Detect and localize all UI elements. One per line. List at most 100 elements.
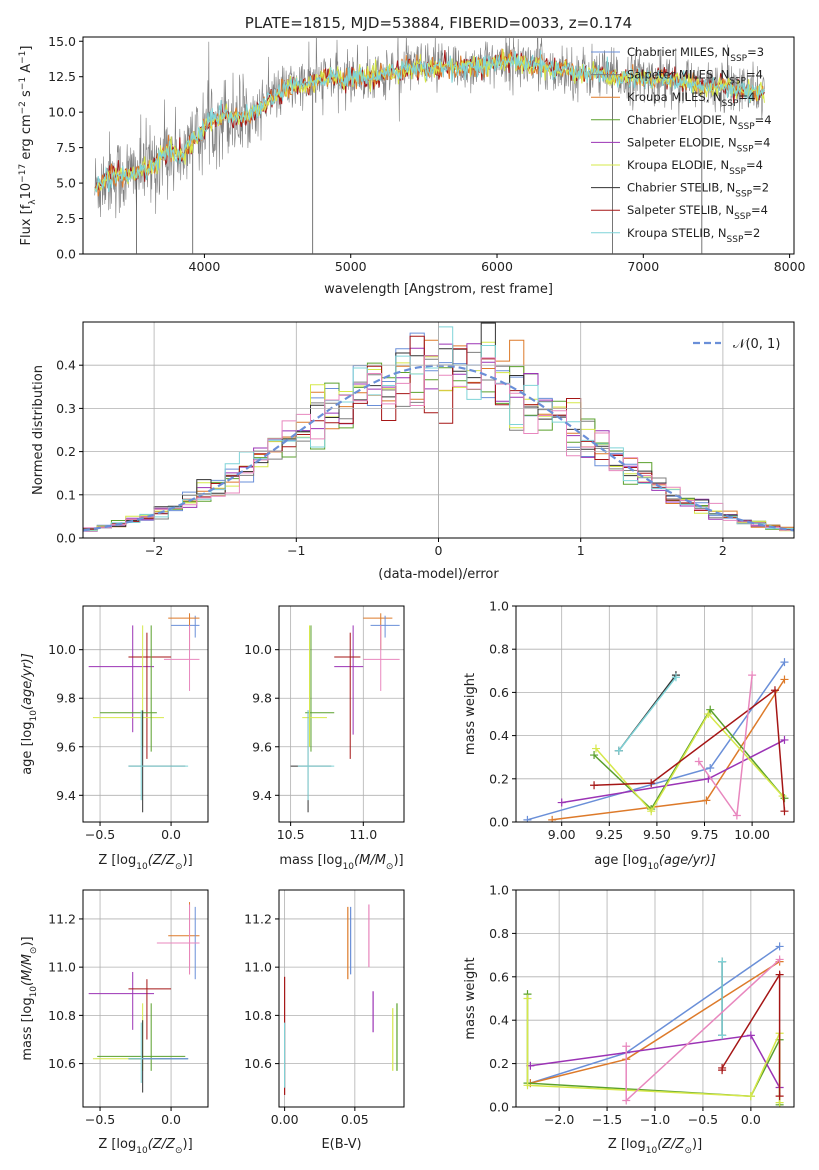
weight_vs_age-panel: 9.00 9.25 9.50 9.75 10.00 0.0 0.2 0.4 0.6 0.8 1.0 a… xyxy=(463,599,795,872)
y-tick-label: 1.0 xyxy=(489,883,509,898)
label-part: Salpeter MILES, N xyxy=(627,68,729,82)
residuals-ylabel: Normed distribution xyxy=(31,365,46,495)
label-part: )] xyxy=(692,1137,702,1152)
label-part: =4 xyxy=(751,203,768,217)
label-part: 10 xyxy=(647,862,659,872)
label-part: (age/yr)] xyxy=(659,853,716,868)
model-spectrum-line xyxy=(94,50,765,193)
weight-Z-marker xyxy=(746,1031,755,1040)
weight-age-line xyxy=(593,708,786,811)
legend-entry: Kroupa ELODIE, NSSP=4 xyxy=(627,158,763,177)
label-part: age [log xyxy=(20,722,35,775)
label-part: SSP xyxy=(738,122,755,132)
label-part: age [log xyxy=(594,853,647,868)
weight-Z-xlabel: Z [log10(Z/Z⊙)] xyxy=(608,1137,702,1156)
y-tick-label: 2.5 xyxy=(56,211,76,226)
label-part: erg cm xyxy=(19,114,34,163)
weight-Z-ylabel: mass weight xyxy=(463,957,478,1039)
weight-age-ylabel: mass weight xyxy=(463,673,478,755)
label-part: −1 xyxy=(18,51,28,64)
weight-age-marker xyxy=(748,671,757,680)
legend-entry: Chabrier MILES, NSSP=3 xyxy=(627,45,764,64)
y-tick-label: 0.4 xyxy=(56,358,76,373)
y-tick-label: 0.1 xyxy=(56,487,76,502)
age_vs_Z-plot-area xyxy=(88,613,200,813)
legend-entry: Kroupa MILES, NSSP=4 xyxy=(627,90,755,109)
label-part: Chabrier ELODIE, N xyxy=(627,113,738,127)
y-tick-label: 0.8 xyxy=(489,926,509,941)
x-tick-label: 9.75 xyxy=(691,827,719,842)
label-part: 10 xyxy=(29,986,39,998)
legend-entry: Salpeter MILES, NSSP=4 xyxy=(627,68,763,87)
spectrum-plot-area xyxy=(94,37,765,254)
label-part: SSP xyxy=(722,99,739,109)
x-tick-label: 9.00 xyxy=(548,827,576,842)
legend-entry: Kroupa STELIB, NSSP=2 xyxy=(627,226,760,245)
weight-age-line xyxy=(594,688,786,812)
x-tick-label: −1.5 xyxy=(592,1112,622,1127)
gaussian-legend-label: 𝒩(0, 1) xyxy=(733,337,780,352)
label-part: −2 xyxy=(18,101,28,114)
label-part: Salpeter ELODIE, N xyxy=(627,135,737,149)
weight-Z-marker xyxy=(718,1063,727,1072)
label-part: 10 xyxy=(136,862,148,872)
y-tick-label: 10.8 xyxy=(244,1008,272,1023)
x-tick-label: 7000 xyxy=(627,259,659,274)
y-tick-label: 9.4 xyxy=(252,788,272,803)
y-tick-label: 0.3 xyxy=(56,401,76,416)
weight_vs_Z-plot-area xyxy=(523,942,784,1107)
weight-age-marker xyxy=(702,796,711,805)
y-tick-label: 0.4 xyxy=(489,728,509,743)
label-part: Kroupa STELIB, N xyxy=(627,226,727,240)
label-part: −17 xyxy=(18,164,28,183)
label-part: )] xyxy=(20,936,35,946)
weight-age-line xyxy=(618,676,677,752)
x-tick-label: −0.5 xyxy=(85,1112,115,1127)
x-tick-label: 8000 xyxy=(774,259,806,274)
x-tick-label: 0 xyxy=(435,543,443,558)
x-tick-label: 11.0 xyxy=(349,827,377,842)
age-mass-xlabel: mass [log10(M/M⊙)] xyxy=(279,853,403,872)
x-tick-label: 9.50 xyxy=(643,827,671,842)
label-part: ⊙ xyxy=(175,1146,183,1156)
label-part: SSP xyxy=(737,144,754,154)
weight-age-marker xyxy=(694,757,703,766)
y-tick-label: 9.8 xyxy=(56,691,76,706)
y-tick-label: 0.0 xyxy=(56,531,76,546)
y-tick-label: 10.6 xyxy=(48,1056,76,1071)
y-tick-label: 0.6 xyxy=(489,969,509,984)
y-tick-label: 9.6 xyxy=(252,739,272,754)
residuals-panel: −2 −1 0 1 2 0.0 0.1 0.2 0.3 0.4 (data-model)/error… xyxy=(31,321,795,582)
weight-Z-marker xyxy=(775,1092,784,1101)
weight-age-line xyxy=(527,661,786,821)
x-tick-label: 10.5 xyxy=(277,827,305,842)
y-tick-label: 15.0 xyxy=(48,34,76,49)
label-part: (Z/Z xyxy=(148,1137,176,1152)
x-tick-label: −0.5 xyxy=(85,827,115,842)
y-tick-label: 10.0 xyxy=(48,105,76,120)
label-part: )] xyxy=(393,853,403,868)
age_vs_Z-panel: −0.5 0.09.49.69.810.0Z [log10(Z/Z⊙)]age [… xyxy=(20,605,209,872)
weight-Z-marker xyxy=(775,955,784,964)
x-tick-label: 6000 xyxy=(481,259,513,274)
x-tick-label: 0.0 xyxy=(741,1112,761,1127)
label-part: =2 xyxy=(743,226,760,240)
weight-age-marker xyxy=(780,658,789,667)
y-tick-label: 11.0 xyxy=(48,960,76,975)
label-part: =3 xyxy=(747,45,764,59)
x-tick-label: 0.0 xyxy=(161,1112,181,1127)
mass_vs_EBV-plot-area xyxy=(284,904,398,1095)
legend-entry: Chabrier ELODIE, NSSP=4 xyxy=(627,113,772,132)
label-part: 10 xyxy=(19,183,34,200)
y-tick-label: 0.8 xyxy=(489,642,509,657)
y-tick-label: 11.2 xyxy=(48,911,76,926)
label-part: mass [log xyxy=(20,997,35,1060)
axes-frame xyxy=(82,605,209,823)
age_vs_mass-panel: 10.5 11.0 9.4 9.6 9.8 10.0 mass [log10(M/M⊙)] xyxy=(244,605,405,872)
weight-age-marker xyxy=(732,811,741,820)
y-tick-label: 0.6 xyxy=(489,685,509,700)
legend-entry: Salpeter ELODIE, NSSP=4 xyxy=(627,135,770,154)
y-tick-label: 9.4 xyxy=(56,788,76,803)
label-part: Flux [f xyxy=(19,204,34,245)
age-Z-ylabel: age [log10(age/yr)] xyxy=(20,653,39,775)
